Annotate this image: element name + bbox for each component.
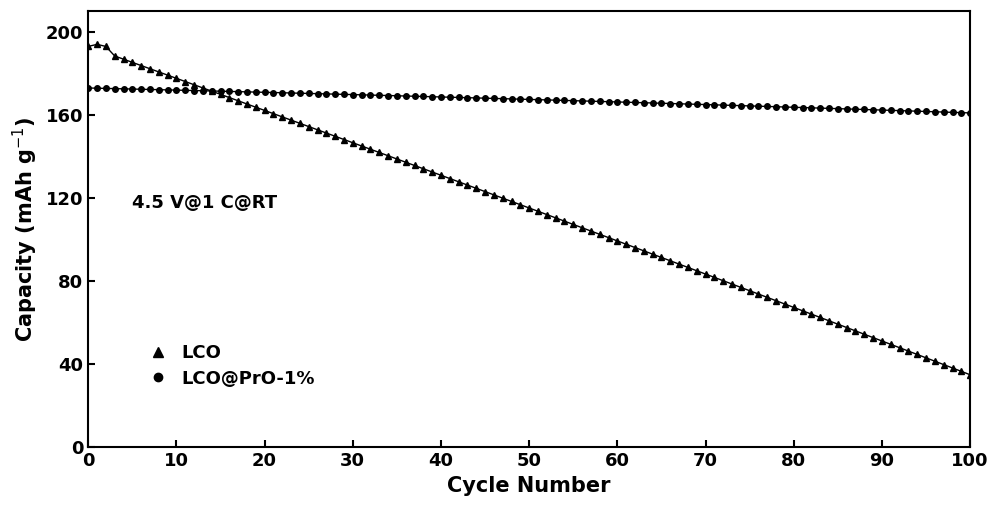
Line: LCO: LCO: [85, 41, 974, 378]
LCO@PrO-1%: [700, 101, 712, 107]
LCO: [964, 372, 976, 378]
LCO: [153, 69, 165, 75]
LCO: [312, 127, 324, 133]
LCO@PrO-1%: [611, 99, 623, 105]
LCO@PrO-1%: [303, 90, 315, 96]
LCO@PrO-1%: [82, 85, 94, 91]
LCO@PrO-1%: [964, 110, 976, 116]
X-axis label: Cycle Number: Cycle Number: [447, 476, 611, 496]
Legend: LCO, LCO@PrO-1%: LCO, LCO@PrO-1%: [141, 337, 322, 395]
LCO@PrO-1%: [488, 95, 500, 101]
LCO: [82, 44, 94, 50]
Text: 4.5 V@1 C@RT: 4.5 V@1 C@RT: [132, 194, 277, 212]
LCO@PrO-1%: [744, 103, 756, 109]
LCO: [620, 241, 632, 247]
Line: LCO@PrO-1%: LCO@PrO-1%: [85, 85, 973, 116]
LCO: [91, 41, 103, 47]
LCO: [708, 274, 720, 280]
LCO@PrO-1%: [144, 86, 156, 92]
LCO: [752, 291, 764, 297]
Y-axis label: Capacity (mAh g$^{-1}$): Capacity (mAh g$^{-1}$): [11, 117, 40, 342]
LCO: [497, 195, 509, 201]
